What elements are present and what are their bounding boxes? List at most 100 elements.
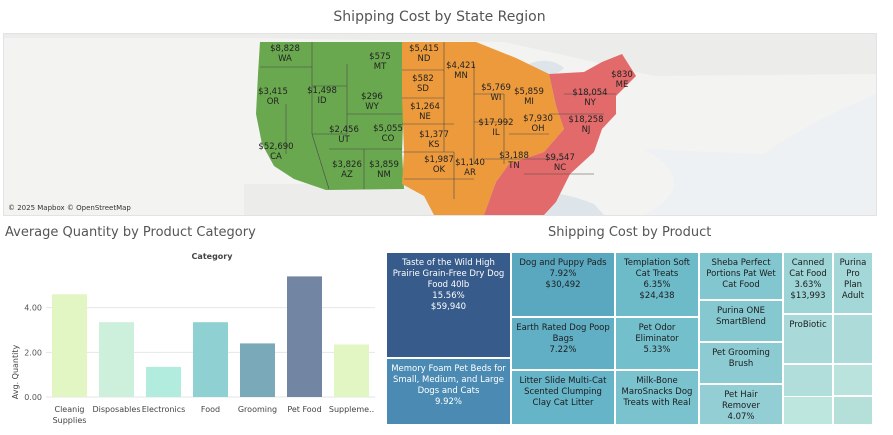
state-abbr-wa: WA [278, 54, 292, 64]
state-abbr-co: CO [382, 134, 395, 144]
state-cost-ar: $1,140 [455, 158, 485, 168]
y-tick-label: 4.00 [24, 304, 42, 313]
y-tick-labels: 0.00 2.00 4.00 [24, 304, 42, 402]
state-abbr-me: ME [616, 80, 629, 90]
treemap-cell[interactable]: Milk-Bone MaroSnacks Dog Treats with Rea… [615, 370, 699, 425]
x-category-labels: Cleanig Supplies Disposables Electronics Foo… [53, 405, 375, 425]
map-title: Shipping Cost by State Region [333, 9, 546, 25]
state-abbr-mi: MI [524, 97, 534, 107]
treemap-cell[interactable]: Pet Odor Eliminator 5.33% [615, 317, 699, 370]
treemap-cell[interactable]: Sheba Perfect Portions Pat Wet Cat Food [699, 252, 783, 300]
bar-0 [52, 294, 87, 397]
treemap-title: Shipping Cost by Product [548, 225, 712, 240]
treemap-cell-percent: 7.92% [549, 269, 577, 279]
state-abbr-or: OR [267, 97, 280, 107]
state-cost-tn: $3,188 [499, 151, 529, 161]
bar-marks [52, 276, 369, 397]
treemap-cell-cost: $30,492 [545, 280, 581, 290]
state-abbr-ut: UT [338, 135, 350, 145]
state-abbr-ar: AR [464, 168, 476, 178]
y-tick-label: 0.00 [24, 393, 42, 402]
treemap-cell[interactable] [833, 364, 873, 396]
treemap-cell[interactable]: Templation Soft Cat Treats 6.35% $24,438 [615, 252, 699, 317]
state-borders [260, 42, 616, 199]
category-label: Disposables [93, 405, 141, 414]
state-abbr-ca: CA [270, 152, 282, 162]
treemap-cell[interactable]: Memory Foam Pet Beds for Small, Medium, … [386, 358, 511, 425]
state-abbr-mn: MN [454, 71, 468, 81]
category-label: Grooming [238, 405, 277, 414]
shipping-cost-treemap[interactable]: Taste of the Wild High Prairie Grain-Fre… [386, 252, 873, 425]
treemap-cell-name: Pet Grooming Brush [712, 348, 770, 369]
state-cost-me: $830 [611, 70, 633, 80]
treemap-cell[interactable] [783, 396, 833, 425]
treemap-cell[interactable]: Purina ONE SmartBlend [699, 300, 783, 342]
state-abbr-wi: WI [491, 93, 502, 103]
treemap-cell[interactable]: Purina Pro Plan Adult [833, 252, 873, 314]
avg-quantity-bar-chart: Category Avg. Quantity 0.00 2.00 4.00 Clea… [11, 252, 375, 425]
treemap-cell-name: Purina ONE SmartBlend [716, 306, 766, 327]
treemap-cell-name: Sheba Perfect Portions Pat Wet Cat Food [706, 258, 776, 290]
treemap-cell-name: Taste of the Wild High Prairie Grain-Fre… [392, 258, 505, 290]
region-west[interactable] [256, 42, 404, 190]
state-cost-ut: $2,456 [329, 125, 359, 135]
treemap-cell[interactable] [833, 314, 873, 364]
state-cost-nc: $9,547 [545, 153, 575, 163]
state-cost-ks: $1,377 [419, 130, 449, 140]
state-abbr-sd: SD [417, 84, 429, 94]
state-cost-wi: $5,769 [481, 83, 511, 93]
treemap-cell[interactable]: ProBiotic [783, 314, 833, 364]
state-cost-ca: $52,690 [258, 142, 293, 152]
bar-chart-title: Average Quantity by Product Category [5, 225, 256, 240]
ocean-area [644, 94, 876, 215]
treemap-cell[interactable]: Earth Rated Dog Poop Bags 7.22% [511, 317, 615, 370]
treemap-cell[interactable]: Litter Slide Multi-Cat Scented Clumping … [511, 370, 615, 425]
state-abbr-ne: NE [419, 112, 431, 122]
state-abbr-az: AZ [341, 170, 353, 180]
state-cost-nm: $3,859 [369, 160, 399, 170]
treemap-cell[interactable]: Canned Cat Food 3.63% $13,993 [783, 252, 833, 314]
treemap-cell[interactable] [833, 396, 873, 425]
treemap-cell-cost: $24,438 [639, 291, 675, 301]
state-abbr-mt: MT [374, 62, 387, 72]
state-abbr-nm: NM [377, 170, 391, 180]
treemap-cell-percent: 9.92% [434, 397, 462, 407]
treemap-cell-name: Pet Hair Remover [722, 390, 760, 411]
treemap-cell-percent: 6.35% [643, 280, 671, 290]
treemap-cell-name: Earth Rated Dog Poop Bags [516, 323, 610, 344]
treemap-cell-percent: 7.22% [549, 345, 577, 355]
state-abbr-nd: ND [418, 54, 431, 64]
region-central[interactable] [402, 42, 564, 215]
state-abbr-oh: OH [531, 124, 544, 134]
state-abbr-wy: WY [365, 102, 379, 112]
treemap-cell-name: Litter Slide Multi-Cat Scented Clumping … [519, 376, 607, 408]
state-cost-nj: $18,258 [568, 115, 603, 125]
treemap-cell-name: Purina Pro Plan Adult [839, 258, 867, 301]
category-label: Food [201, 405, 220, 414]
category-header: Category [192, 252, 234, 261]
state-abbr-nj: NJ [582, 125, 591, 135]
treemap-cell-name: Canned Cat Food [789, 258, 827, 279]
bar-6 [334, 344, 369, 397]
treemap-cell[interactable]: Taste of the Wild High Prairie Grain-Fre… [386, 252, 511, 358]
bar-3 [193, 322, 228, 397]
y-axis-label: Avg. Quantity [11, 345, 20, 400]
state-cost-mt: $575 [369, 52, 391, 62]
state-cost-wa: $8,828 [270, 44, 300, 54]
state-abbr-ks: KS [429, 140, 440, 150]
y-tick-label: 2.00 [24, 348, 42, 357]
state-abbr-id: ID [317, 96, 327, 106]
state-abbr-tn: TN [507, 161, 520, 171]
treemap-cell[interactable]: Pet Hair Remover 4.07% [699, 384, 783, 425]
bar-4 [240, 343, 275, 397]
treemap-cell-name: ProBiotic [789, 320, 827, 330]
treemap-cell[interactable]: Dog and Puppy Pads 7.92% $30,492 [511, 252, 615, 317]
state-cost-nd: $5,415 [409, 44, 439, 54]
treemap-cell[interactable]: Pet Grooming Brush [699, 342, 783, 384]
treemap-cell-name: Dog and Puppy Pads [519, 258, 607, 268]
state-cost-id: $1,498 [307, 86, 337, 96]
region-map[interactable]: $8,828 WA $3,415 OR $52,690 CA $1,498 ID $575 MT $… [3, 33, 877, 216]
state-abbr-nc: NC [554, 163, 566, 173]
